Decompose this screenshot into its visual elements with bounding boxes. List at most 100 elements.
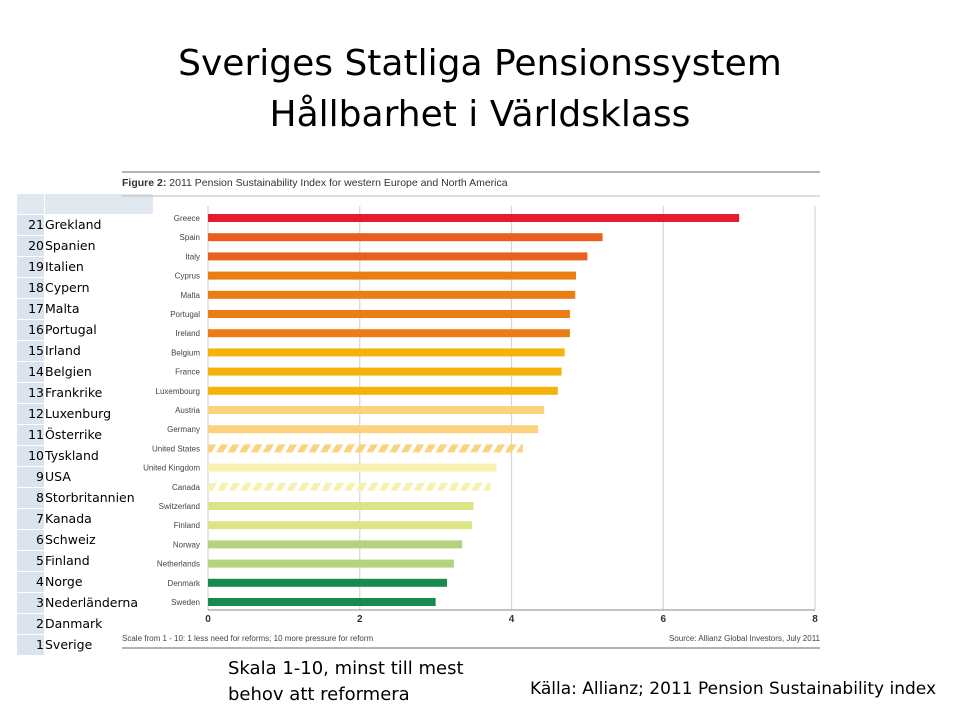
- ranking-number: 4: [16, 571, 45, 593]
- ranking-number: 20: [16, 235, 45, 257]
- chart-source: Source: Allianz Global Investors, July 2…: [669, 634, 821, 643]
- bar-france: [208, 367, 562, 376]
- x-tick-label: 8: [812, 614, 818, 625]
- ranking-row: 19 Italien: [16, 256, 154, 278]
- bar-italy: [208, 252, 588, 261]
- ranking-row: 11 Österrike: [16, 424, 154, 446]
- bar-ireland: [208, 329, 570, 338]
- ranking-number: 17: [16, 298, 45, 320]
- category-label: Denmark: [168, 579, 201, 588]
- bar-netherlands: [208, 559, 454, 568]
- bar-belgium: [208, 348, 565, 357]
- bar-spain: [208, 233, 603, 242]
- bar-germany: [208, 425, 539, 434]
- category-label: United Kingdom: [143, 464, 200, 473]
- ranking-row: 1 Sverige: [16, 634, 154, 656]
- ranking-number: 6: [16, 529, 45, 551]
- category-label: Norway: [173, 540, 200, 549]
- category-label: Belgium: [171, 348, 200, 357]
- ranking-number: 8: [16, 487, 45, 509]
- ranking-number: 2: [16, 613, 45, 635]
- bar-malta: [208, 290, 576, 299]
- scale-caption: Skala 1-10, minst till mest behov att re…: [228, 658, 464, 705]
- category-label: Portugal: [170, 310, 200, 319]
- bar-greece: [208, 214, 740, 222]
- category-label: France: [175, 368, 200, 377]
- ranking-row: 2 Danmark: [16, 613, 154, 635]
- ranking-row: 21 Grekland: [16, 214, 154, 236]
- ranking-country: Luxenburg: [44, 403, 154, 425]
- ranking-country: Norge: [44, 571, 154, 593]
- ranking-row: 20 Spanien: [16, 235, 154, 257]
- bar-norway: [208, 540, 463, 549]
- ranking-table: 21 Grekland 20 Spanien 19 Italien 18 Cypern 17 Ma…: [16, 193, 154, 656]
- ranking-number: 10: [16, 445, 45, 467]
- ranking-row: 17 Malta: [16, 298, 154, 320]
- pension-index-chart: Figure 2: 2011 Pension Sustainability In…: [122, 171, 821, 649]
- category-label: Canada: [172, 483, 201, 492]
- ranking-row: 3 Nederländerna: [16, 592, 154, 614]
- ranking-row: 14 Belgien: [16, 361, 154, 383]
- ranking-row: 12 Luxenburg: [16, 403, 154, 425]
- ranking-country: Danmark: [44, 613, 154, 635]
- category-label: Germany: [167, 425, 200, 434]
- ranking-header-row: [16, 193, 154, 215]
- ranking-number: 11: [16, 424, 45, 446]
- ranking-number: 12: [16, 403, 45, 425]
- ranking-number: 13: [16, 382, 45, 404]
- ranking-row: 6 Schweiz: [16, 529, 154, 551]
- ranking-country: Malta: [44, 298, 154, 320]
- bar-luxembourg: [208, 386, 558, 395]
- category-label: Italy: [185, 252, 200, 261]
- ranking-country: Portugal: [44, 319, 154, 341]
- chart-footnote: Scale from 1 - 10: 1 less need for refor…: [122, 634, 374, 643]
- ranking-number: 5: [16, 550, 45, 572]
- category-label: Sweden: [171, 598, 200, 607]
- ranking-number: 18: [16, 277, 45, 299]
- ranking-country: Belgien: [44, 361, 154, 383]
- ranking-country: Österrike: [44, 424, 154, 446]
- ranking-country: Nederländerna: [44, 592, 154, 614]
- ranking-number: 19: [16, 256, 45, 278]
- slide-title-line2: Hållbarhet i Världsklass: [269, 94, 691, 135]
- bar-united-kingdom: [208, 463, 497, 472]
- chart-title: Figure 2: 2011 Pension Sustainability In…: [122, 177, 508, 189]
- ranking-header-cell: [44, 193, 154, 215]
- ranking-country: Kanada: [44, 508, 154, 530]
- category-label: United States: [152, 444, 200, 453]
- bar-united-states: [208, 444, 523, 453]
- category-label: Switzerland: [159, 502, 200, 511]
- bar-finland: [208, 521, 473, 530]
- category-label: Netherlands: [157, 560, 200, 569]
- x-tick-label: 2: [357, 614, 363, 625]
- category-label: Luxembourg: [156, 387, 200, 396]
- x-tick-label: 6: [660, 614, 666, 625]
- bar-austria: [208, 406, 545, 414]
- ranking-row: 7 Kanada: [16, 508, 154, 530]
- ranking-row: 15 Irland: [16, 340, 154, 362]
- ranking-country: USA: [44, 466, 154, 488]
- category-label: Cyprus: [175, 272, 200, 281]
- ranking-number: 1: [16, 634, 45, 656]
- ranking-number: 14: [16, 361, 45, 383]
- bar-sweden: [208, 598, 436, 606]
- x-tick-label: 0: [205, 614, 211, 625]
- ranking-number: 16: [16, 319, 45, 341]
- ranking-country: Tyskland: [44, 445, 154, 467]
- bar-portugal: [208, 310, 570, 318]
- bar-denmark: [208, 578, 448, 587]
- ranking-country: Spanien: [44, 235, 154, 257]
- x-tick-label: 4: [509, 614, 515, 625]
- ranking-country: Italien: [44, 256, 154, 278]
- bar-switzerland: [208, 502, 474, 510]
- ranking-country: Sverige: [44, 634, 154, 656]
- slide-title-line1: Sveriges Statliga Pensionssystem: [178, 43, 782, 84]
- ranking-row: 8 Storbritannien: [16, 487, 154, 509]
- bar-canada: [208, 482, 491, 491]
- ranking-country: Irland: [44, 340, 154, 362]
- ranking-header-cell: [16, 193, 45, 215]
- ranking-number: 15: [16, 340, 45, 362]
- ranking-number: 7: [16, 508, 45, 530]
- ranking-row: 9 USA: [16, 466, 154, 488]
- category-label: Spain: [180, 233, 200, 242]
